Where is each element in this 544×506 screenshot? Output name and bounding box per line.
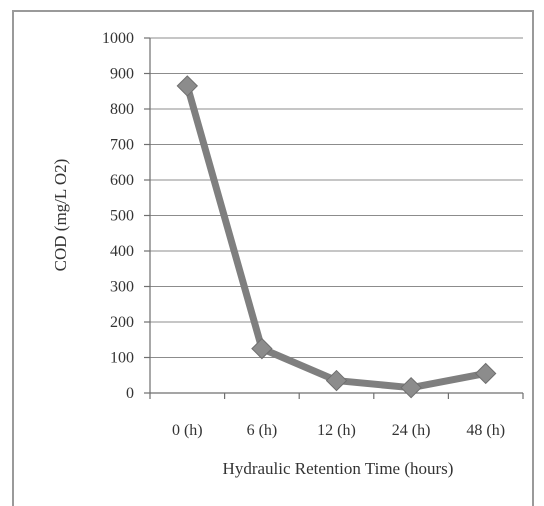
series-line [183,82,490,392]
y-tick-label: 1000 [102,30,134,47]
y-axis-title: COD (mg/L O2) [51,159,70,272]
chart-frame [12,10,534,506]
axes [144,37,524,399]
y-tick-label: 600 [110,172,134,189]
y-tick-label: 500 [110,208,134,225]
y-tick-label: 400 [110,243,134,260]
y-tick-label: 700 [110,137,134,154]
y-tick-label: 300 [110,279,134,296]
y-tick-label: 0 [126,385,134,402]
data-point-marker [176,75,199,97]
data-point-marker [251,337,273,360]
y-tick-label: 800 [110,101,134,118]
x-tick-label: 0 (h) [172,422,203,439]
series [176,75,497,399]
y-tick-label: 200 [110,314,134,331]
x-tick-label: 12 (h) [317,422,356,439]
x-axis-title: Hydraulic Retention Time (hours) [223,459,454,478]
y-tick-label: 100 [110,350,134,367]
data-point-marker [474,362,497,385]
x-tick-labels: 0 (h) 6 (h) 12 (h) 24 (h) 48 (h) [172,422,505,439]
x-tick-label: 24 (h) [392,422,431,439]
gridlines [150,37,523,358]
x-tick-label: 6 (h) [247,422,278,439]
data-point-marker [400,376,422,399]
x-tick-label: 48 (h) [466,422,505,439]
data-point-marker [325,369,348,392]
y-tick-label: 900 [110,66,134,83]
y-tick-labels: 0 100 200 300 400 500 600 700 800 900 1000 [102,30,134,402]
